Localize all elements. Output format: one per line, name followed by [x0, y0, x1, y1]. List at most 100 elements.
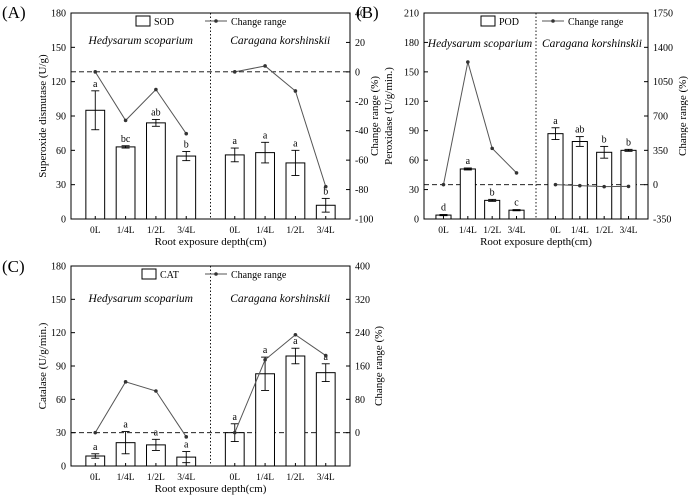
bar	[285, 355, 306, 467]
x-axis-title: Root exposure depth(cm)	[155, 236, 267, 248]
significance-letter: a	[154, 427, 159, 438]
legend-bar-swatch	[480, 15, 496, 27]
legend-line-label: Change range	[231, 17, 287, 28]
x-tick-label: 1/4L	[571, 226, 589, 236]
change-point	[93, 430, 98, 435]
x-tick-label: 3/4L	[317, 226, 335, 236]
y-axis-title: Peroxidase (U/g/min.)	[383, 67, 395, 165]
change-point	[578, 183, 582, 188]
legend-bar-label: SOD	[154, 17, 174, 28]
y2-tick-label: 160	[355, 362, 370, 373]
significance-letter: a	[184, 440, 189, 451]
x-tick-label: 0L	[90, 226, 101, 236]
y-tick-label: 30	[409, 185, 419, 196]
y-tick-label: 60	[56, 146, 66, 157]
x-axis-title: Root exposure depth(cm)	[480, 236, 592, 248]
panel-2: (C) 0 30 60 90 120 150 180 0 80 160 240 320 400 Catala…	[2, 257, 385, 495]
y-tick-label: 180	[51, 9, 66, 20]
x-tick-label: 1/4L	[117, 473, 135, 483]
change-point	[154, 389, 158, 393]
change-point	[293, 332, 298, 337]
change-point	[441, 182, 446, 187]
legend-bar-label: CAT	[160, 270, 179, 281]
x-tick-label: 1/2L	[595, 226, 613, 236]
significance-letter: a	[123, 420, 128, 431]
legend-bar-swatch	[141, 268, 157, 280]
y-tick-label: 90	[56, 112, 66, 123]
legend-line-label: Change range	[231, 270, 287, 281]
x-tick-label: 1/2L	[483, 226, 501, 236]
x-tick-label: 0L	[229, 473, 240, 483]
bar	[315, 372, 336, 467]
group-name: Hedysarum scoparium	[88, 35, 193, 47]
significance-letter: a	[553, 116, 558, 127]
y2-axis-title: Change range (%)	[677, 76, 688, 156]
y-tick-label: 30	[56, 428, 66, 439]
group-name: Caragana korshinskii	[230, 293, 330, 305]
y2-tick-label: -40	[355, 126, 368, 137]
significance-letter: a	[263, 345, 268, 356]
y-tick-label: 0	[61, 215, 66, 226]
change-range-line	[442, 61, 517, 185]
change-point	[514, 171, 519, 175]
y2-tick-label: -80	[355, 185, 368, 196]
y-tick-label: 150	[51, 295, 66, 306]
panel-1: (B) 0 30 60 90 120 150 180 210 -350 0 350 700 1050 140…	[356, 3, 688, 248]
significance-letter: ab	[575, 125, 584, 136]
y-tick-label: 60	[56, 395, 66, 406]
significance-letter: c	[514, 198, 519, 209]
change-point	[323, 184, 328, 189]
change-point	[602, 184, 606, 189]
y-tick-label: 150	[404, 67, 419, 78]
group-name: Hedysarum scoparium	[88, 293, 193, 305]
y2-tick-label: 400	[355, 262, 370, 273]
y2-axis-title: Change range (%)	[373, 326, 385, 406]
x-tick-label: 0L	[438, 226, 449, 236]
y2-tick-label: -100	[355, 215, 373, 226]
significance-letter: a	[263, 130, 268, 141]
panel-0: (A) 0 30 60 90 120 150 180 -100 -80 -60 -40 -20 0 20 40…	[2, 3, 381, 248]
y2-tick-label: 1050	[653, 77, 673, 88]
y-tick-label: 90	[56, 362, 66, 373]
change-point	[626, 184, 631, 189]
y2-tick-label: 240	[355, 328, 370, 339]
significance-letter: b	[184, 139, 189, 150]
x-tick-label: 1/2L	[286, 473, 304, 483]
y-tick-label: 180	[51, 262, 66, 273]
y-tick-label: 150	[51, 43, 66, 54]
y2-tick-label: 20	[355, 38, 365, 49]
y2-tick-label: 0	[653, 180, 658, 191]
y2-tick-label: 320	[355, 295, 370, 306]
significance-letter: d	[441, 202, 446, 213]
group-name: Caragana korshinskii	[230, 35, 330, 47]
legend-bar-swatch	[135, 15, 151, 27]
y2-tick-label: 80	[355, 395, 365, 406]
legend-line-marker	[214, 19, 218, 23]
x-tick-label: 1/4L	[256, 473, 274, 483]
y2-tick-label: -20	[355, 97, 368, 108]
significance-letter: a	[233, 136, 238, 147]
y-tick-label: 0	[61, 462, 66, 473]
y2-tick-label: 350	[653, 146, 668, 157]
panel-label: (C)	[2, 257, 25, 276]
y2-tick-label: -350	[653, 215, 671, 226]
change-point	[466, 60, 470, 64]
y-tick-label: 90	[409, 126, 419, 137]
x-tick-label: 1/4L	[256, 226, 274, 236]
x-tick-label: 3/4L	[177, 226, 195, 236]
y-tick-label: 180	[404, 38, 419, 49]
significance-letter: a	[93, 442, 98, 453]
significance-letter: a	[233, 412, 238, 423]
panel-label: (A)	[2, 3, 26, 22]
group-name: Caragana korshinskii	[542, 38, 642, 50]
y-tick-label: 210	[404, 9, 419, 20]
change-point	[263, 64, 267, 68]
change-range-line	[234, 334, 327, 433]
bar	[146, 122, 166, 220]
change-point	[490, 146, 494, 151]
x-tick-label: 3/4L	[508, 226, 526, 236]
x-tick-label: 1/2L	[147, 473, 165, 483]
bar	[115, 146, 136, 220]
x-tick-label: 3/4L	[620, 226, 638, 236]
